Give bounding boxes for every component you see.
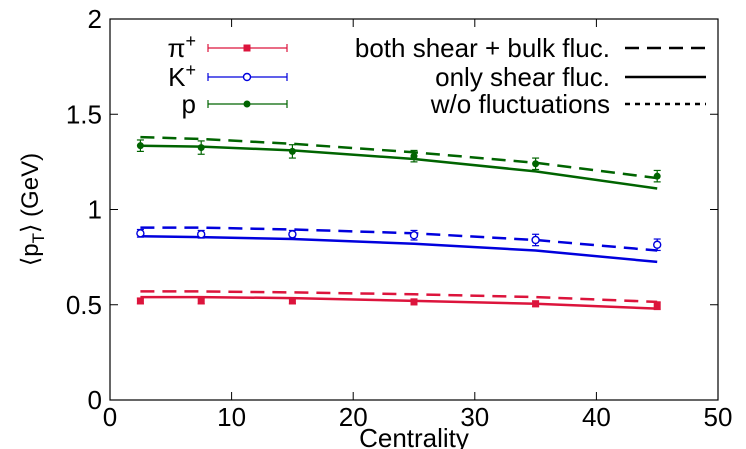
data-point-2-2 xyxy=(288,147,296,155)
legend-data-marker xyxy=(243,100,251,108)
y-axis-label-rest: ⟩ (GeV) xyxy=(17,153,44,233)
data-point-2-3 xyxy=(410,152,418,160)
curve-3-solid xyxy=(140,234,658,264)
data-point-0-0 xyxy=(136,297,144,305)
data-point-0-1 xyxy=(197,297,205,305)
legend-data-label-base: p xyxy=(182,89,196,119)
y-axis-label-sub: T xyxy=(29,233,48,243)
data-point-1-3 xyxy=(409,231,419,240)
axes: 0 10 20 30 40 50 0 0.5 1 1.5 2 Centrality ⟨pT⟩ (GeV) xyxy=(17,4,732,449)
y-axis-label: ⟨pT⟩ (GeV) xyxy=(17,153,48,266)
legend-data-label: p xyxy=(182,89,196,119)
data-point-1-4 xyxy=(531,235,540,245)
legend-data-label: K+ xyxy=(168,60,196,92)
legend-data-marker xyxy=(242,72,252,82)
curve-1-solid xyxy=(140,295,658,310)
y-tick-label: 1 xyxy=(88,195,102,225)
x-tick-label: 30 xyxy=(460,402,489,432)
data-point-2-4 xyxy=(532,160,540,168)
plot-area xyxy=(136,135,662,311)
data-point-1-1 xyxy=(196,230,206,239)
x-tick-label: 0 xyxy=(103,402,117,432)
legend-data-label-sup: + xyxy=(185,31,196,51)
curve-4-dashed xyxy=(140,135,658,180)
x-tick-label: 50 xyxy=(704,402,733,432)
legend-line-label: only shear fluc. xyxy=(435,62,610,92)
x-tick-label: 40 xyxy=(582,402,611,432)
data-point-2-5 xyxy=(653,172,661,180)
curve-0-dashed xyxy=(140,290,658,304)
data-point-2-0 xyxy=(136,142,144,150)
x-tick-label: 20 xyxy=(339,402,368,432)
legend-data-marker xyxy=(243,44,251,52)
x-axis-label: Centrality xyxy=(359,423,469,449)
data-point-0-4 xyxy=(532,300,540,308)
legend-data-label-sup: + xyxy=(185,60,196,80)
y-tick-label: 0 xyxy=(88,385,102,415)
legend-data-label-base: π xyxy=(168,33,186,63)
data-point-1-5 xyxy=(653,240,662,249)
curve-2-dashed xyxy=(140,226,658,252)
data-point-2-1 xyxy=(197,144,205,152)
curve-5-solid xyxy=(140,144,658,190)
x-tick-label: 10 xyxy=(217,402,246,432)
data-point-1-2 xyxy=(288,230,297,239)
data-point-1-0 xyxy=(136,229,145,238)
legend-data-label: π+ xyxy=(168,31,196,63)
legend-line-label: w/o fluctuations xyxy=(430,89,610,119)
y-axis-label-main: ⟨p xyxy=(17,243,44,266)
data-point-0-2 xyxy=(288,297,296,305)
legend-line-label: both shear + bulk fluc. xyxy=(355,33,610,63)
data-point-0-3 xyxy=(410,298,418,306)
legend-data-label-base: K xyxy=(168,62,186,92)
y-tick-label: 2 xyxy=(88,4,102,34)
y-tick-label: 1.5 xyxy=(66,99,102,129)
y-tick-label: 0.5 xyxy=(66,290,102,320)
data-point-0-5 xyxy=(653,302,661,310)
